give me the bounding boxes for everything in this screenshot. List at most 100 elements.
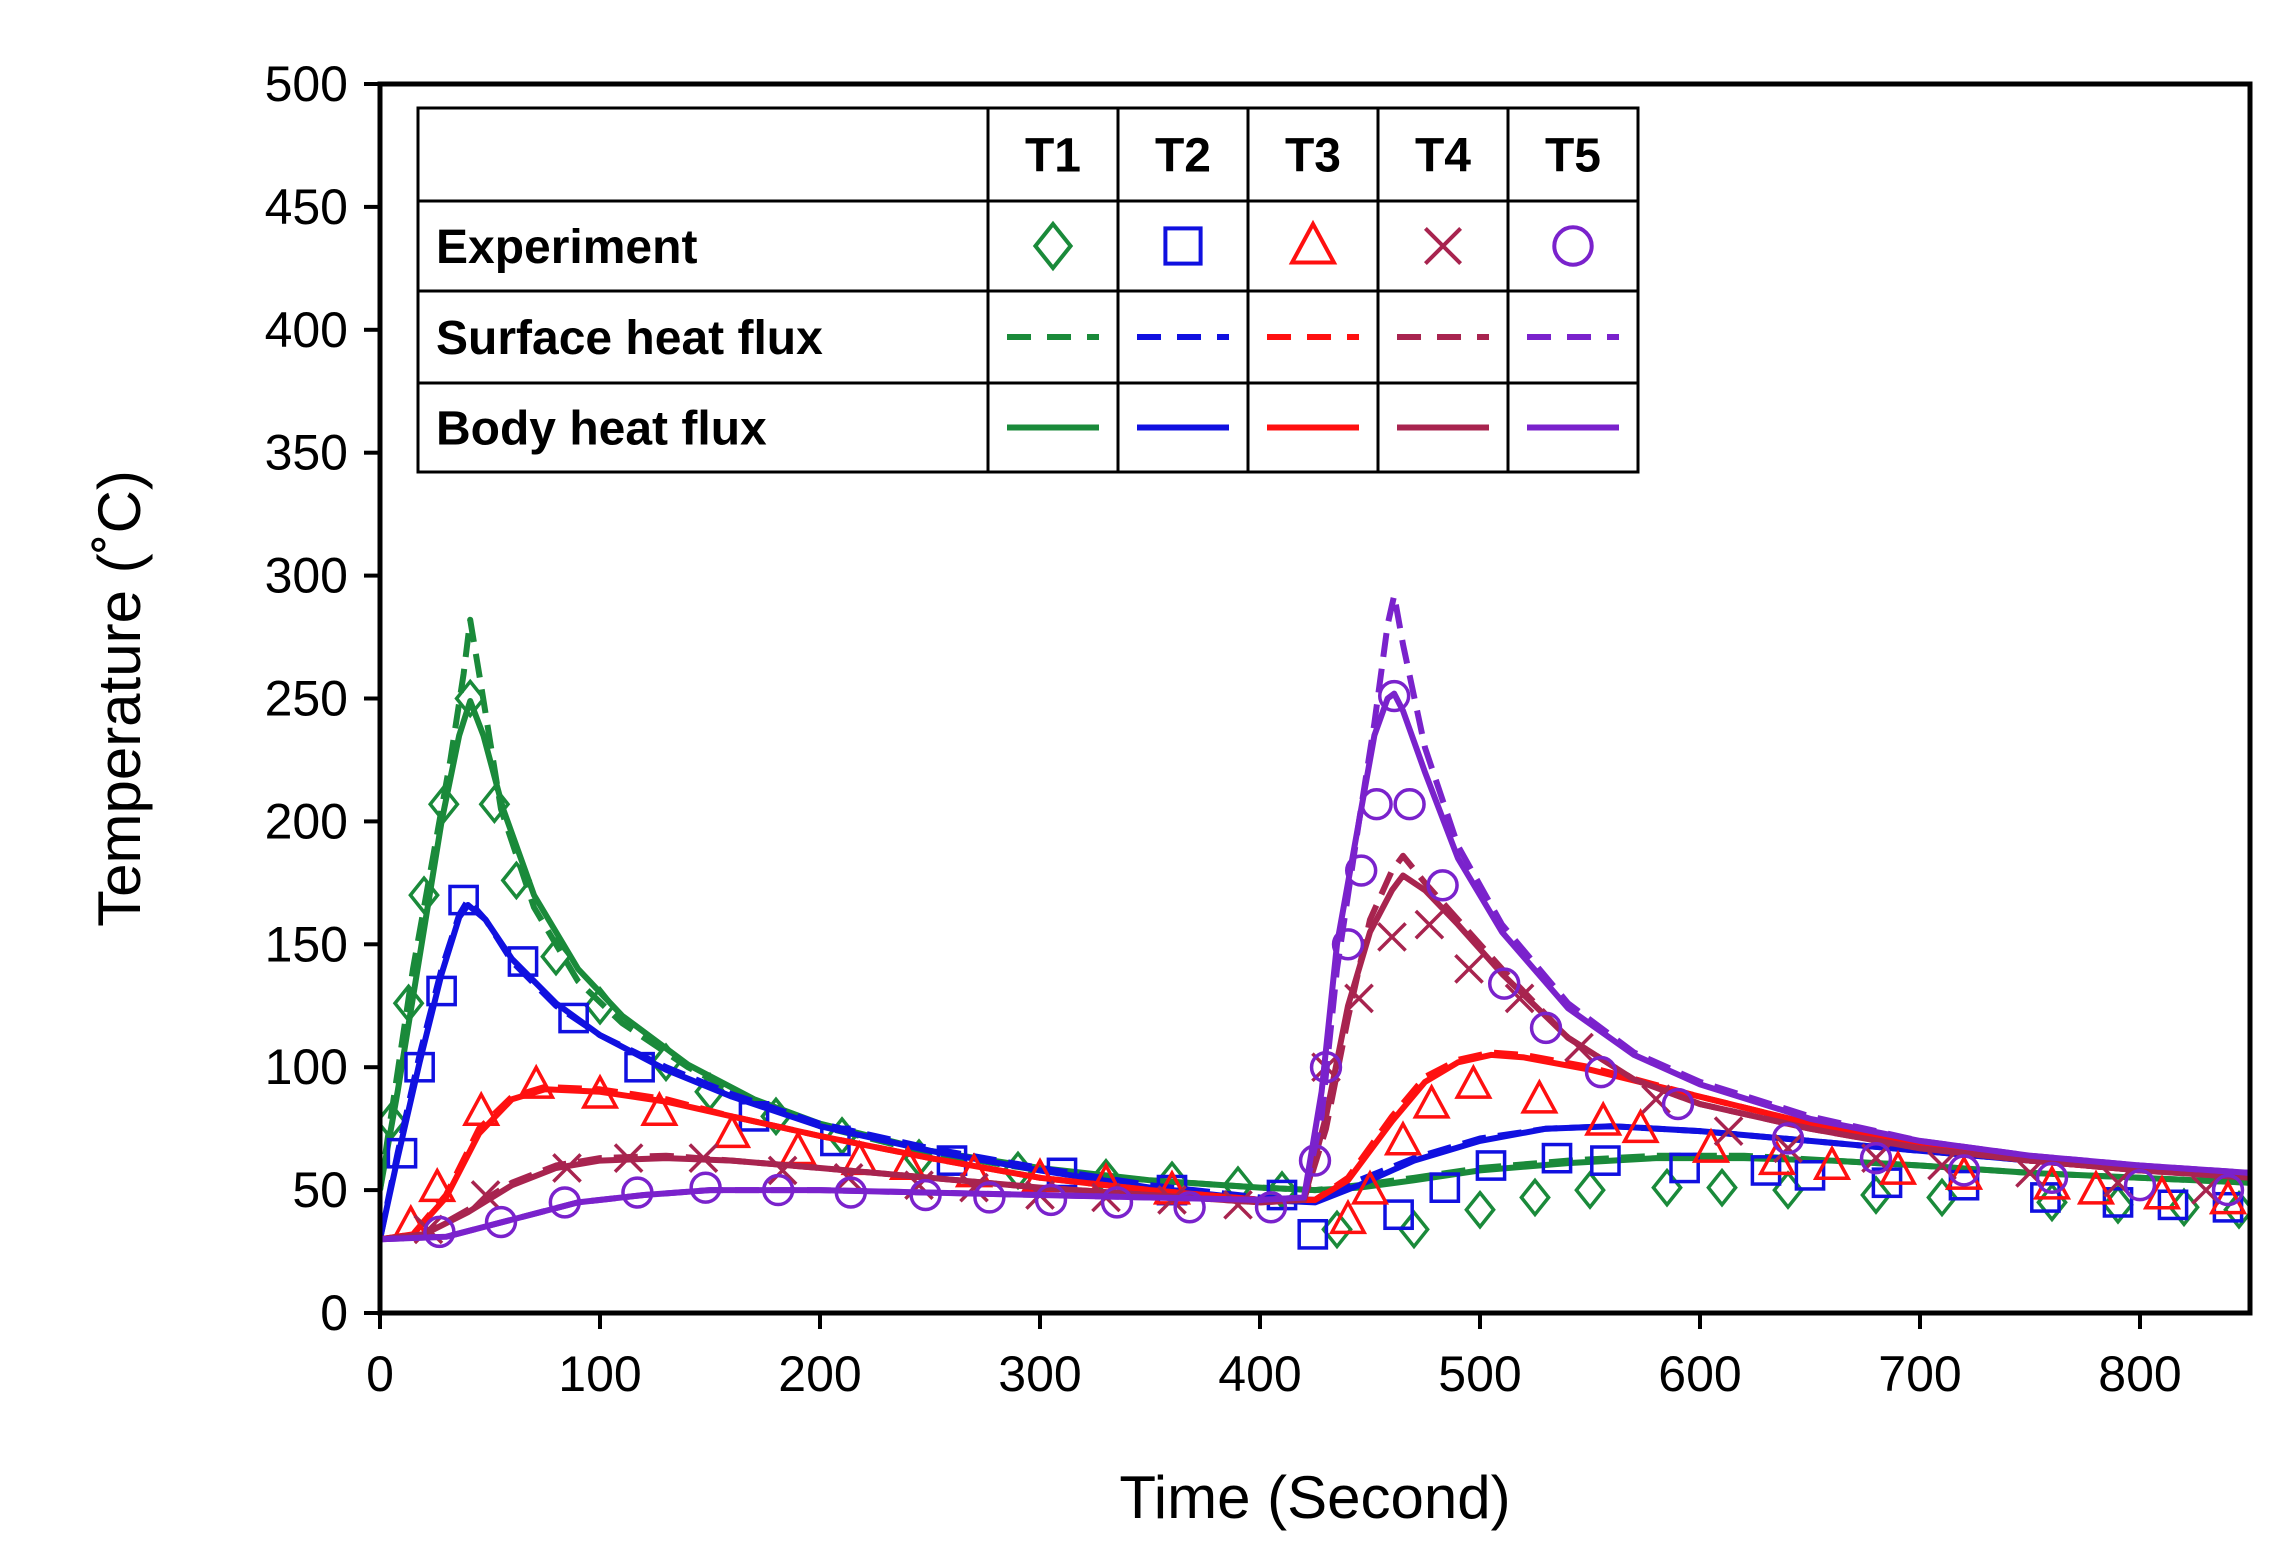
y-tick-label: 100 bbox=[265, 1039, 348, 1095]
series-t4 bbox=[380, 852, 2250, 1245]
legend-header-t2: T2 bbox=[1155, 130, 1211, 183]
t1-experiment-point bbox=[1519, 1177, 1551, 1218]
t1-experiment-point bbox=[1464, 1189, 1496, 1230]
t2-experiment-point bbox=[2157, 1189, 2189, 1221]
legend-header-t5: T5 bbox=[1545, 130, 1601, 183]
t4-body-heat-flux-line bbox=[380, 872, 2250, 1243]
legend-header-t1: T1 bbox=[1025, 130, 1081, 183]
t5-experiment-point bbox=[2035, 1161, 2069, 1195]
t3-experiment-point bbox=[640, 1090, 679, 1126]
t3-experiment-point bbox=[1584, 1100, 1623, 1136]
t2-experiment-point bbox=[1429, 1172, 1461, 1203]
y-tick-label: 300 bbox=[265, 548, 348, 604]
t1-experiment-point bbox=[427, 784, 460, 824]
t4-experiment-point bbox=[688, 1143, 719, 1173]
t2-body-heat-flux-line bbox=[380, 902, 2250, 1240]
t2-experiment-point bbox=[426, 975, 457, 1007]
t1-experiment-point bbox=[540, 936, 572, 977]
t1-experiment-point bbox=[478, 784, 511, 824]
y-tick-label: 350 bbox=[265, 425, 348, 481]
t1-experiment-point bbox=[1860, 1175, 1892, 1215]
t3-experiment-point bbox=[1812, 1144, 1852, 1181]
t2-experiment-point bbox=[1750, 1155, 1782, 1186]
t4-experiment-point bbox=[1454, 954, 1484, 984]
t5-experiment-point bbox=[1254, 1191, 1288, 1224]
y-tick-label: 50 bbox=[292, 1162, 348, 1218]
t4-experiment-point bbox=[552, 1153, 582, 1183]
t3-experiment-point bbox=[1520, 1078, 1559, 1114]
t1-experiment-point bbox=[408, 875, 440, 915]
t3-experiment-point bbox=[1757, 1139, 1797, 1176]
t1-experiment-point bbox=[650, 1042, 682, 1083]
t5-experiment-point bbox=[1360, 787, 1393, 821]
t3-experiment-point bbox=[1878, 1149, 1918, 1185]
x-tick-label: 200 bbox=[778, 1346, 861, 1402]
t1-experiment-point bbox=[1706, 1167, 1738, 1208]
t3-experiment-point bbox=[1152, 1169, 1192, 1205]
t3-experiment-point bbox=[580, 1073, 620, 1109]
t5-experiment-point bbox=[909, 1178, 942, 1212]
t5-experiment-point bbox=[1345, 854, 1378, 887]
t4-experiment-point bbox=[1713, 1116, 1744, 1146]
t3-experiment-point bbox=[712, 1112, 752, 1149]
t3-experiment-point bbox=[1328, 1198, 1368, 1235]
t4-experiment-point bbox=[1564, 1032, 1594, 1063]
t5-body-heat-flux-line bbox=[380, 690, 2250, 1243]
t5-experiment-point bbox=[1661, 1087, 1695, 1121]
x-tick-label: 500 bbox=[1438, 1346, 1521, 1402]
y-tick-label: 400 bbox=[265, 302, 348, 358]
t1-experiment-point bbox=[454, 678, 487, 719]
t5-experiment-point bbox=[1298, 1144, 1332, 1177]
t3-experiment-point bbox=[1412, 1083, 1451, 1119]
t2-experiment-point bbox=[1475, 1150, 1507, 1181]
t5-experiment-point bbox=[834, 1176, 867, 1209]
t3-experiment-point bbox=[778, 1130, 818, 1166]
t3-experiment-point bbox=[1691, 1127, 1731, 1163]
t3-experiment-point bbox=[462, 1090, 501, 1126]
t4-experiment-point bbox=[1344, 983, 1374, 1014]
legend-t2-experiment-marker bbox=[1163, 226, 1203, 266]
series-t2 bbox=[380, 884, 2250, 1250]
t5-experiment-point bbox=[762, 1173, 795, 1207]
t1-experiment-point bbox=[584, 985, 616, 1026]
y-tick-label: 0 bbox=[320, 1285, 348, 1341]
t5-experiment-point bbox=[548, 1186, 581, 1219]
t3-experiment-point bbox=[1621, 1107, 1660, 1144]
legend-row-body-heat-flux: Body heat flux bbox=[436, 403, 767, 456]
t2-experiment-point bbox=[1794, 1160, 1826, 1191]
t5-experiment-point bbox=[1034, 1183, 1068, 1217]
t4-experiment-point bbox=[1414, 909, 1445, 940]
t4-experiment-point bbox=[613, 1143, 644, 1173]
t5-experiment-point bbox=[621, 1176, 654, 1209]
t1-surface-heat-flux-line bbox=[380, 616, 2250, 1194]
legend-table: T1 T2 T3 T4 T5 Experiment Surface heat flux Bod… bbox=[416, 106, 1640, 474]
x-tick-label: 0 bbox=[366, 1346, 394, 1402]
t2-experiment-point bbox=[558, 1002, 589, 1034]
series-layer bbox=[380, 592, 2250, 1250]
x-tick-label: 400 bbox=[1218, 1346, 1301, 1402]
y-tick-label: 250 bbox=[265, 671, 348, 727]
legend-row-surface-heat-flux: Surface heat flux bbox=[436, 312, 823, 365]
y-tick-label: 500 bbox=[265, 56, 348, 112]
t2-experiment-point bbox=[1590, 1145, 1621, 1176]
t4-experiment-point bbox=[470, 1180, 501, 1210]
legend-t5-experiment-marker bbox=[1552, 225, 1594, 267]
legend-t4-experiment-marker bbox=[1423, 226, 1463, 266]
t5-experiment-point bbox=[423, 1215, 456, 1249]
t1-experiment-point bbox=[1651, 1167, 1683, 1208]
t2-experiment-point bbox=[386, 1137, 418, 1169]
t5-experiment-point bbox=[1859, 1141, 1893, 1175]
y-tick-label: 450 bbox=[265, 179, 348, 235]
t5-experiment-point bbox=[1100, 1186, 1134, 1219]
legend-row-experiment: Experiment bbox=[436, 221, 697, 274]
t3-experiment-point bbox=[517, 1063, 556, 1099]
t2-experiment-point bbox=[448, 884, 479, 916]
x-tick-label: 700 bbox=[1878, 1346, 1961, 1402]
y-tick-label: 150 bbox=[265, 916, 348, 972]
y-tick-label: 200 bbox=[265, 793, 348, 849]
t5-experiment-point bbox=[1393, 787, 1426, 821]
legend-header-t4: T4 bbox=[1415, 130, 1471, 183]
t5-experiment-point bbox=[2211, 1173, 2245, 1207]
t4-experiment-point bbox=[1773, 1133, 1803, 1164]
